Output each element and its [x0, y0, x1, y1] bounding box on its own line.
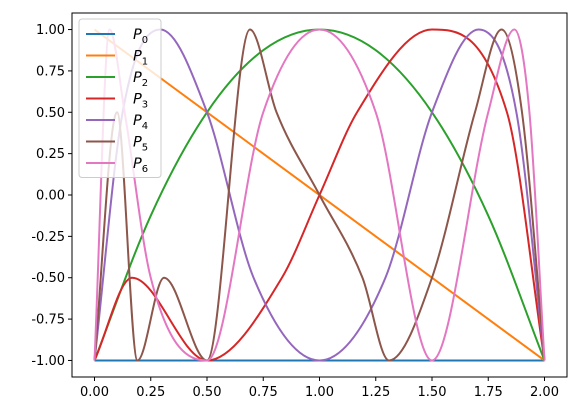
legend-label-name: P	[133, 70, 142, 86]
legend-label-subscript: 6	[142, 164, 148, 175]
legend-label-subscript: 0	[142, 35, 148, 46]
legend-label-name: P	[133, 27, 142, 43]
x-tick-label: 2.00	[530, 385, 559, 400]
legend-label-name: P	[133, 92, 142, 108]
legend-label-p5: P5	[133, 135, 148, 154]
legend-box	[78, 18, 162, 178]
legend-label-name: P	[133, 113, 142, 129]
y-tick-label: -0.50	[31, 271, 65, 286]
legend-label-name: P	[133, 135, 142, 151]
series-lines	[93, 28, 546, 362]
x-tick-label: 0.50	[193, 385, 222, 400]
legend-label-subscript: 3	[142, 100, 148, 111]
legend-label-p6: P6	[133, 156, 148, 175]
x-tick-label: 1.00	[305, 385, 334, 400]
x-tick-label: 1.75	[474, 385, 503, 400]
y-tick-label: -1.00	[31, 354, 65, 369]
y-tick-label: -0.25	[31, 230, 65, 245]
legend-label-name: P	[133, 49, 142, 65]
y-tick-label: 0.75	[36, 64, 65, 79]
x-tick-label: 0.75	[249, 385, 278, 400]
x-tick-label: 1.25	[361, 385, 390, 400]
x-tick-label: 0.25	[136, 385, 165, 400]
x-tick-label: 0.00	[80, 385, 109, 400]
legend-label-subscript: 5	[142, 143, 148, 154]
y-axis: -1.00 -0.75 -0.50 -0.25 0.00 0.25 0.50 0.75 1.00	[31, 23, 72, 369]
legend-label-p4: P4	[133, 113, 148, 132]
y-tick-label: -0.75	[31, 313, 65, 328]
legend-label-p0: P0	[133, 27, 148, 46]
legend-label-subscript: 4	[142, 121, 148, 132]
series-line-p5	[93, 28, 546, 362]
series-line-p3	[93, 28, 546, 362]
y-tick-label: 1.00	[36, 23, 65, 38]
legend-label-p2: P2	[133, 70, 148, 89]
y-tick-label: 0.50	[36, 106, 65, 121]
y-tick-label: 0.00	[36, 189, 65, 204]
legend-label-subscript: 2	[142, 78, 148, 89]
x-tick-label: 1.50	[418, 385, 447, 400]
legend-label-name: P	[133, 156, 142, 172]
y-tick-label: 0.25	[36, 147, 65, 162]
legend-label-p3: P3	[133, 92, 148, 111]
legend-label-subscript: 1	[142, 57, 148, 68]
legend-label-p1: P1	[133, 49, 148, 68]
x-axis: 0.00 0.25 0.50 0.75 1.00 1.25 1.50 1.75 2.00	[80, 377, 559, 400]
